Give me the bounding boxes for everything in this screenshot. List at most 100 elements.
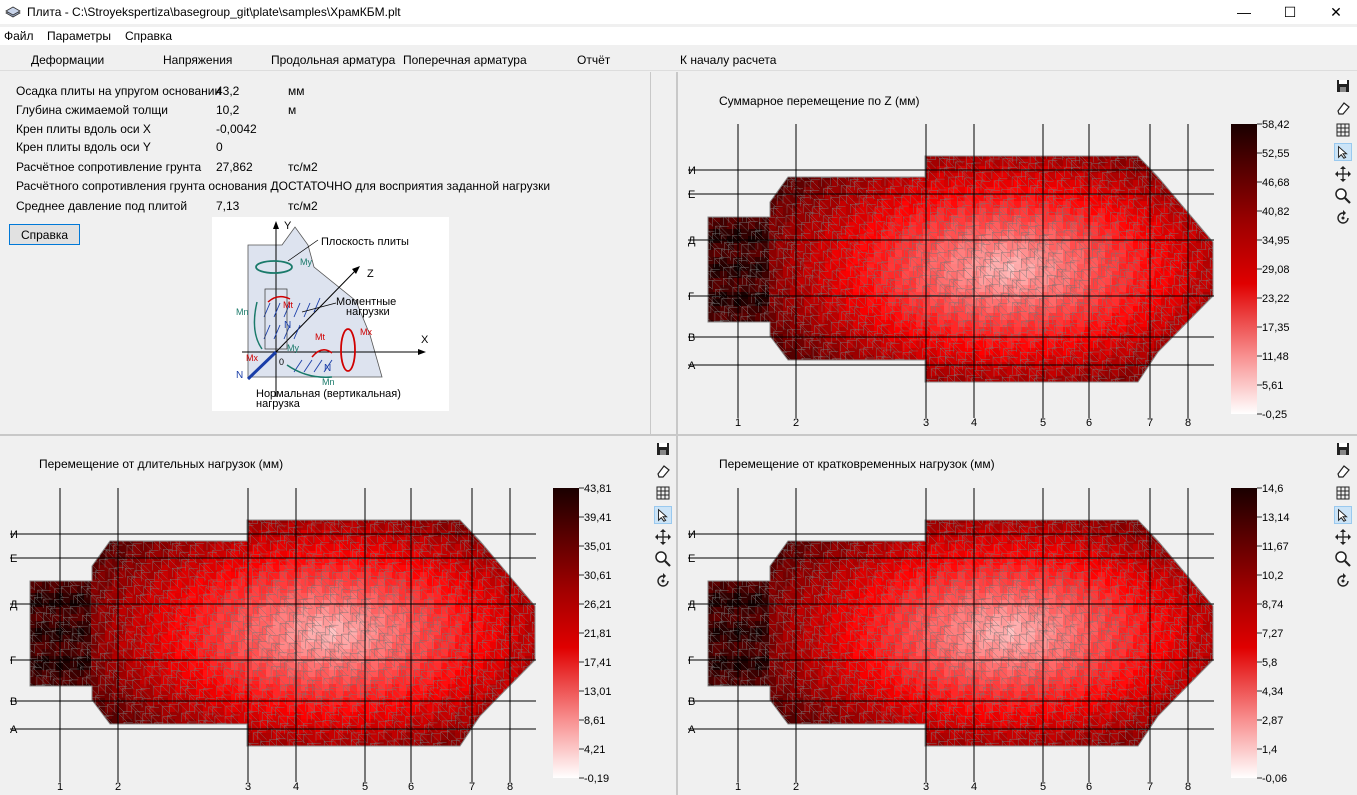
scale-label: 35,01 <box>584 541 612 553</box>
n-label: N <box>236 370 243 381</box>
info-value: 10,2 <box>216 103 240 117</box>
info-row: Осадка плиты на упругом основании <box>16 84 222 98</box>
maximize-button[interactable]: ☐ <box>1283 3 1297 20</box>
scale-label: 13,14 <box>1262 512 1290 524</box>
divider[interactable] <box>676 72 678 795</box>
grid-col-label: 4 <box>971 781 977 793</box>
grid-row-label: И <box>688 165 696 177</box>
menu-file[interactable]: Файл <box>4 29 34 43</box>
zoom-tool-button[interactable] <box>654 550 672 568</box>
scale-label: 8,74 <box>1262 599 1283 611</box>
window-title: Плита - C:\Stroyekspertiza\basegroup_git… <box>27 5 401 19</box>
grid-col-label: 3 <box>923 417 929 429</box>
grid-toggle-button[interactable] <box>1334 484 1352 502</box>
grid-col-label: 7 <box>1147 417 1153 429</box>
scale-label: 23,22 <box>1262 293 1290 305</box>
divider[interactable] <box>0 434 1357 436</box>
info-value: -0,0042 <box>216 122 257 136</box>
displacement-plot[interactable]: 1 2 3 4 5 6 7 8 ИЕ Д Г В А 43,81 39,41 35,01 30,61 26,21 2… <box>0 436 676 795</box>
scale-label: 13,01 <box>584 686 612 698</box>
tab-report[interactable]: Отчёт <box>577 53 611 67</box>
rotate-icon <box>1337 573 1349 587</box>
grid-toggle-button[interactable] <box>654 484 672 502</box>
scale-label: 34,95 <box>1262 235 1290 247</box>
scale-label: 14,6 <box>1262 483 1283 495</box>
displacement-plot[interactable]: 1 2 3 4 5 6 7 8 ИЕ Д Г В А 58,42 52,55 46,68 40,82 34,95 2… <box>678 72 1357 434</box>
save-plot-button[interactable] <box>1334 440 1352 458</box>
axis-y-label: Y <box>284 220 292 232</box>
pan-tool-button[interactable] <box>654 528 672 546</box>
n-label: N <box>284 320 291 331</box>
close-button[interactable]: ✕ <box>1330 3 1342 20</box>
grid-col-label: 6 <box>1086 781 1092 793</box>
scale-label: 17,35 <box>1262 322 1290 334</box>
grid-icon <box>1336 123 1350 137</box>
grid-col-label: 2 <box>793 417 799 429</box>
scale-label: 39,41 <box>584 512 612 524</box>
pan-tool-button[interactable] <box>1334 528 1352 546</box>
grid-col-label: 7 <box>1147 781 1153 793</box>
mt-label: Mt <box>283 300 293 310</box>
clear-button[interactable] <box>1334 99 1352 117</box>
help-button[interactable]: Справка <box>9 224 80 245</box>
grid-col-label: 5 <box>362 781 368 793</box>
save-plot-button[interactable] <box>654 440 672 458</box>
color-scale-bar <box>1231 488 1257 778</box>
minimize-button[interactable]: — <box>1237 4 1251 20</box>
grid-toggle-button[interactable] <box>1334 121 1352 139</box>
axis-grid <box>10 488 536 782</box>
rotate-icon <box>1337 210 1349 224</box>
info-row: Крен плиты вдоль оси Y <box>16 140 151 154</box>
scale-label: 5,61 <box>1262 380 1283 392</box>
grid-col-label: 1 <box>57 781 63 793</box>
info-value: 7,13 <box>216 199 240 213</box>
move-icon <box>1335 166 1351 182</box>
rotate-tool-button[interactable] <box>1334 209 1352 227</box>
select-tool-button[interactable] <box>1334 506 1352 524</box>
select-tool-button[interactable] <box>1334 143 1352 161</box>
plot-panel-long: Перемещение от длительных нагрузок (мм) … <box>0 436 676 795</box>
rotate-tool-button[interactable] <box>654 572 672 590</box>
tab-restart[interactable]: К началу расчета <box>680 53 777 67</box>
grid-row-label: Д <box>10 599 18 611</box>
plate-field <box>30 520 535 746</box>
scale-label: 5,8 <box>1262 657 1277 669</box>
menu-parameters[interactable]: Параметры <box>47 29 111 43</box>
menu-help[interactable]: Справка <box>125 29 173 43</box>
info-value: 43,2 <box>216 84 240 98</box>
color-scale-bar <box>553 488 579 778</box>
tab-stresses[interactable]: Напряжения <box>163 53 233 67</box>
axis-grid <box>688 124 1214 418</box>
clear-button[interactable] <box>654 462 672 480</box>
select-tool-button[interactable] <box>654 506 672 524</box>
scale-label: 26,21 <box>584 599 612 611</box>
mt-label: Mt <box>315 332 325 342</box>
pan-tool-button[interactable] <box>1334 165 1352 183</box>
zoom-tool-button[interactable] <box>1334 187 1352 205</box>
axis-z-label: Z <box>367 268 374 280</box>
info-unit: мм <box>288 84 305 98</box>
displacement-plot[interactable]: 1 2 3 4 5 6 7 8 ИЕ Д Г В А 14,6 13,14 11,67 10,2 8,74 7,27… <box>678 436 1357 795</box>
tab-longitudinal-rebar[interactable]: Продольная арматура <box>271 53 396 67</box>
plot-toolbar <box>1333 76 1355 236</box>
clear-button[interactable] <box>1334 462 1352 480</box>
my-label: My <box>300 257 312 267</box>
normal-label: Нормальная (вертикальная) <box>256 388 401 400</box>
scale-label: 52,55 <box>1262 148 1290 160</box>
grid-col-label: 4 <box>293 781 299 793</box>
save-icon <box>1337 443 1349 455</box>
tab-transverse-rebar[interactable]: Поперечная арматура <box>403 53 527 67</box>
scale-label: 46,68 <box>1262 177 1290 189</box>
scale-label: 1,4 <box>1262 744 1277 756</box>
save-plot-button[interactable] <box>1334 77 1352 95</box>
grid-row-label: В <box>10 696 17 708</box>
pointer-icon <box>1338 508 1348 522</box>
grid-row-label: В <box>688 696 695 708</box>
zoom-tool-button[interactable] <box>1334 550 1352 568</box>
axis-grid <box>688 488 1214 782</box>
grid-row-label: Д <box>688 235 696 247</box>
scale-label: 58,42 <box>1262 119 1290 131</box>
rotate-tool-button[interactable] <box>1334 572 1352 590</box>
plot-title: Суммарное перемещение по Z (мм) <box>719 94 920 108</box>
tab-deformations[interactable]: Деформации <box>31 53 105 67</box>
